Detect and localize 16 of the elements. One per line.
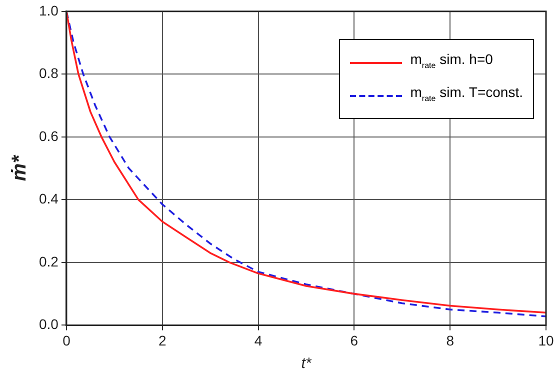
x-axis-title: t* — [301, 355, 312, 372]
x-tick-label: 2 — [158, 332, 166, 348]
y-tick-label: 0.4 — [38, 190, 59, 207]
x-tick-label: 8 — [446, 332, 454, 348]
legend-label: m$_{rate}$ sim. T=const. — [410, 83, 523, 105]
y-tick-label: 0.6 — [38, 128, 59, 144]
x-tick-label: 10 — [538, 332, 554, 348]
x-tick-label: 4 — [254, 332, 262, 348]
y-tick-label: 0.0 — [38, 316, 59, 332]
y-tick-label: 1.0 — [38, 2, 59, 18]
x-tick-label: 6 — [350, 332, 358, 348]
y-tick-label: 0.8 — [38, 65, 59, 82]
legend-label: m$_{rate}$ sim. h=0 — [410, 50, 493, 72]
x-tick-label: 0 — [62, 332, 71, 348]
y-tick-label: 0.2 — [38, 253, 59, 270]
y-axis-title: ṁ* — [8, 154, 31, 182]
